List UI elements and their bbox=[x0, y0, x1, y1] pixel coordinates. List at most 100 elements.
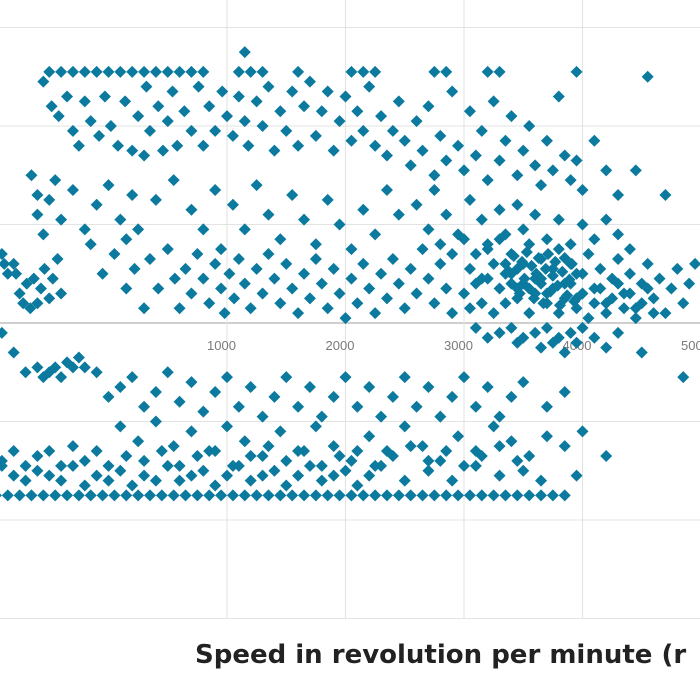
data-point bbox=[333, 449, 346, 462]
data-point bbox=[43, 469, 56, 482]
data-point bbox=[339, 90, 352, 103]
data-point bbox=[588, 233, 601, 246]
data-point bbox=[132, 435, 145, 448]
data-point bbox=[138, 400, 151, 413]
data-point bbox=[410, 198, 423, 211]
data-point bbox=[565, 257, 578, 270]
data-point bbox=[25, 489, 38, 502]
data-point bbox=[523, 282, 536, 295]
data-point bbox=[168, 272, 181, 285]
data-point bbox=[197, 272, 210, 285]
data-point bbox=[544, 285, 557, 298]
data-point bbox=[351, 445, 364, 458]
data-point bbox=[232, 400, 245, 413]
data-point bbox=[398, 420, 411, 433]
data-point bbox=[250, 489, 263, 502]
data-point bbox=[31, 449, 44, 462]
data-point bbox=[540, 430, 553, 443]
data-point bbox=[66, 440, 79, 453]
data-point bbox=[564, 326, 577, 339]
data-point bbox=[221, 469, 233, 482]
data-point bbox=[369, 139, 382, 152]
data-point bbox=[126, 144, 139, 157]
data-point bbox=[659, 307, 672, 320]
data-point bbox=[375, 410, 388, 423]
data-point bbox=[363, 469, 376, 482]
data-point bbox=[280, 454, 293, 467]
data-point bbox=[363, 282, 376, 295]
data-point bbox=[392, 489, 405, 502]
data-point bbox=[339, 464, 352, 477]
data-point bbox=[292, 65, 305, 78]
data-point bbox=[274, 489, 287, 502]
data-point bbox=[570, 65, 583, 78]
data-point bbox=[551, 279, 564, 292]
data-point bbox=[561, 289, 574, 302]
data-point bbox=[487, 420, 500, 433]
data-point bbox=[588, 134, 601, 147]
data-point bbox=[262, 208, 275, 221]
data-point bbox=[96, 267, 109, 280]
data-point bbox=[511, 198, 524, 211]
data-point bbox=[167, 489, 180, 502]
data-point bbox=[446, 474, 459, 487]
data-point bbox=[132, 110, 145, 123]
data-point bbox=[493, 440, 506, 453]
data-point bbox=[535, 341, 548, 354]
data-point bbox=[416, 440, 429, 453]
data-point bbox=[446, 248, 459, 261]
data-point bbox=[226, 198, 239, 211]
data-point bbox=[232, 90, 245, 103]
data-point bbox=[446, 85, 459, 98]
data-point bbox=[665, 282, 678, 295]
data-point bbox=[570, 469, 583, 482]
data-point bbox=[564, 238, 577, 251]
data-point bbox=[280, 257, 293, 270]
data-point bbox=[398, 302, 411, 315]
data-point bbox=[345, 65, 358, 78]
data-point bbox=[535, 474, 548, 487]
data-point bbox=[138, 149, 151, 162]
data-point bbox=[262, 248, 275, 261]
data-point bbox=[552, 307, 565, 320]
data-point bbox=[537, 297, 550, 310]
data-point bbox=[256, 469, 269, 482]
data-point bbox=[576, 184, 589, 197]
data-point bbox=[84, 489, 97, 502]
data-point bbox=[404, 159, 417, 172]
data-point bbox=[481, 65, 494, 78]
data-point bbox=[404, 489, 417, 502]
data-point bbox=[671, 262, 684, 275]
data-point bbox=[629, 164, 642, 177]
data-point bbox=[303, 75, 316, 88]
data-point bbox=[463, 193, 476, 206]
data-point bbox=[298, 213, 311, 226]
data-point bbox=[140, 80, 153, 93]
data-point bbox=[55, 474, 68, 487]
data-point bbox=[641, 70, 654, 83]
data-point bbox=[203, 297, 216, 310]
data-point bbox=[209, 385, 222, 398]
data-point bbox=[386, 390, 399, 403]
data-point bbox=[185, 469, 198, 482]
data-point bbox=[173, 302, 186, 315]
data-point bbox=[90, 198, 103, 211]
data-point bbox=[232, 252, 245, 265]
data-point bbox=[221, 110, 233, 123]
data-point bbox=[422, 223, 435, 236]
data-point bbox=[540, 134, 553, 147]
data-point bbox=[540, 233, 553, 246]
data-point bbox=[552, 90, 565, 103]
data-point bbox=[185, 425, 198, 438]
data-point bbox=[226, 459, 239, 472]
data-point bbox=[369, 65, 382, 78]
data-point bbox=[19, 459, 32, 472]
data-point bbox=[683, 277, 696, 290]
data-point bbox=[24, 302, 37, 315]
data-point bbox=[268, 464, 281, 477]
data-point bbox=[111, 139, 124, 152]
data-point bbox=[191, 489, 204, 502]
data-point bbox=[386, 124, 399, 137]
data-point bbox=[114, 65, 127, 78]
data-point bbox=[588, 331, 601, 344]
